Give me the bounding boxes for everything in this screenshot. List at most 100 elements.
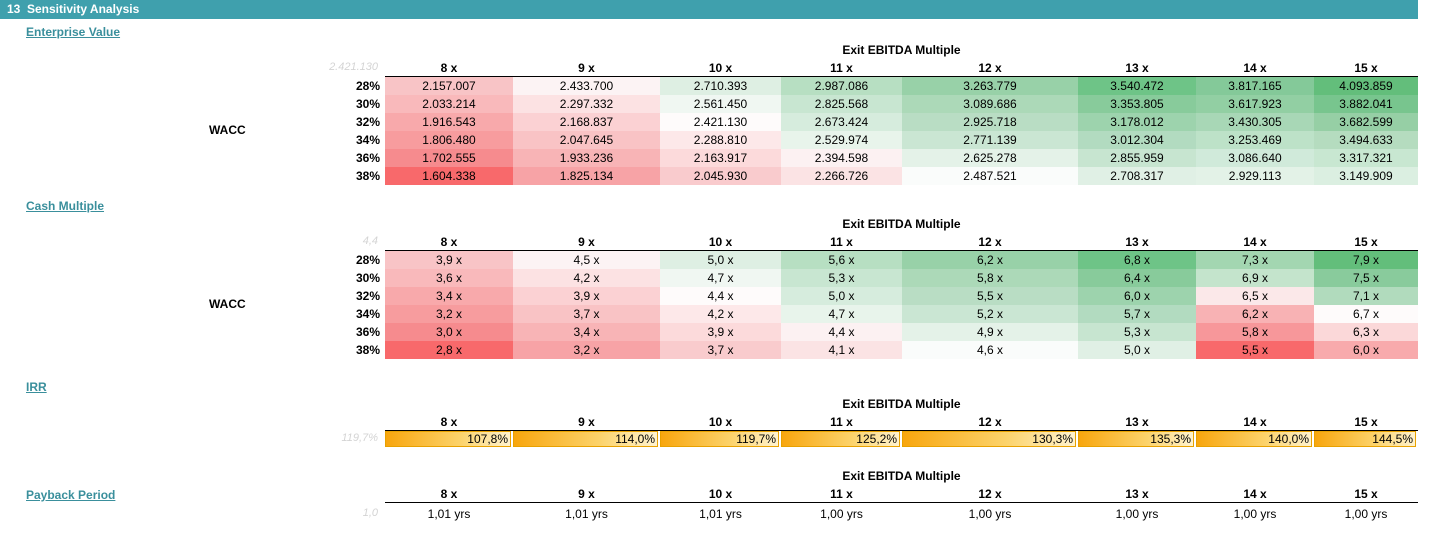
axis-title-exit-ebitda: Exit EBITDA Multiple xyxy=(842,217,961,231)
column-header: 9 x xyxy=(578,235,595,249)
table-cell: 3.012.304 xyxy=(1078,131,1196,149)
irr-value-bar: 140,0% xyxy=(1196,431,1312,447)
table-cell: 4.093.859 xyxy=(1314,77,1418,95)
table-cell: 3.882.041 xyxy=(1314,95,1418,113)
table-cell: 4,7 x xyxy=(660,269,781,287)
table-cell: 6,7 x xyxy=(1314,305,1418,323)
row-label-wacc: 36% xyxy=(355,151,380,165)
row-label-wacc: 38% xyxy=(355,169,380,183)
table-cell: 3.494.633 xyxy=(1314,131,1418,149)
header-divider xyxy=(385,502,1418,503)
enterprise-value-link[interactable]: Enterprise Value xyxy=(26,25,121,39)
table-cell: 1.825.134 xyxy=(513,167,660,185)
table-cell: 2.929.113 xyxy=(1196,167,1314,185)
table-cell: 4,7 x xyxy=(781,305,902,323)
axis-title-exit-ebitda: Exit EBITDA Multiple xyxy=(842,397,961,411)
table-cell: 1.933.236 xyxy=(513,149,660,167)
table-cell: 3,7 x xyxy=(513,305,660,323)
irr-link[interactable]: IRR xyxy=(26,380,47,394)
table-cell: 3.682.599 xyxy=(1314,113,1418,131)
column-header: 11 x xyxy=(830,487,853,501)
table-cell: 2.987.086 xyxy=(781,77,902,95)
table-cell: 6,0 x xyxy=(1314,341,1418,359)
row-label-wacc: 36% xyxy=(355,325,380,339)
table-cell: 2.168.837 xyxy=(513,113,660,131)
column-header: 10 x xyxy=(708,235,733,249)
table-cell: 3,4 x xyxy=(513,323,660,341)
column-header: 15 x xyxy=(1354,487,1378,501)
table-cell: 6,0 x xyxy=(1078,287,1196,305)
column-header: 8 x xyxy=(440,487,458,501)
table-cell: 2,8 x xyxy=(385,341,513,359)
table-cell: 5,3 x xyxy=(781,269,902,287)
column-header: 13 x xyxy=(1125,415,1149,429)
column-header: 12 x xyxy=(978,235,1002,249)
table-cell: 3.317.321 xyxy=(1314,149,1418,167)
table-cell: 3.817.165 xyxy=(1196,77,1314,95)
table-cell: 4,4 x xyxy=(781,323,902,341)
table-cell: 3,9 x xyxy=(385,251,513,269)
table-cell: 2.561.450 xyxy=(660,95,781,113)
table-cell: 5,6 x xyxy=(781,251,902,269)
table-cell: 4,4 x xyxy=(660,287,781,305)
column-header: 9 x xyxy=(578,415,595,429)
corner-value: 2.421.130 xyxy=(329,61,378,73)
row-label-wacc: 30% xyxy=(355,97,380,111)
table-cell: 2.266.726 xyxy=(781,167,902,185)
payback-period-link[interactable]: Payback Period xyxy=(26,488,116,502)
column-header: 8 x xyxy=(440,415,458,429)
table-cell: 3.353.805 xyxy=(1078,95,1196,113)
table-cell: 4,2 x xyxy=(513,269,660,287)
table-cell: 5,8 x xyxy=(1196,323,1314,341)
header-divider xyxy=(385,430,1418,431)
irr-value-bar: 107,8% xyxy=(385,431,511,447)
table-cell: 3,4 x xyxy=(385,287,513,305)
corner-value: 119,7% xyxy=(341,432,379,444)
header-divider xyxy=(385,250,1418,251)
table-cell: 3,2 x xyxy=(513,341,660,359)
table-cell: 3.263.779 xyxy=(902,77,1078,95)
table-cell: 3.540.472 xyxy=(1078,77,1196,95)
table-cell: 3,7 x xyxy=(660,341,781,359)
table-cell: 2.625.278 xyxy=(902,149,1078,167)
table-cell: 5,0 x xyxy=(781,287,902,305)
column-header: 13 x xyxy=(1125,235,1149,249)
table-cell: 4,2 x xyxy=(660,305,781,323)
column-header: 13 x xyxy=(1125,61,1149,75)
wacc-label: WACC xyxy=(209,297,246,311)
table-cell: 7,1 x xyxy=(1314,287,1418,305)
irr-value-bar: 135,3% xyxy=(1078,431,1194,447)
column-header: 14 x xyxy=(1243,487,1267,501)
table-cell: 6,2 x xyxy=(1196,305,1314,323)
axis-title-exit-ebitda: Exit EBITDA Multiple xyxy=(842,43,961,57)
row-label-wacc: 32% xyxy=(355,289,380,303)
table-cell: 6,5 x xyxy=(1196,287,1314,305)
column-header: 12 x xyxy=(978,415,1002,429)
table-cell: 5,5 x xyxy=(902,287,1078,305)
table-cell: 5,0 x xyxy=(1078,341,1196,359)
column-header: 9 x xyxy=(578,487,595,501)
cash-multiple-link[interactable]: Cash Multiple xyxy=(26,199,105,213)
table-cell: 4,1 x xyxy=(781,341,902,359)
table-cell: 3,0 x xyxy=(385,323,513,341)
table-cell: 3,2 x xyxy=(385,305,513,323)
table-cell: 3.253.469 xyxy=(1196,131,1314,149)
table-cell: 5,5 x xyxy=(1196,341,1314,359)
payback-value: 1,00 yrs xyxy=(1115,507,1159,521)
table-cell: 5,7 x xyxy=(1078,305,1196,323)
irr-value-bar: 130,3% xyxy=(902,431,1076,447)
table-cell: 6,2 x xyxy=(902,251,1078,269)
column-header: 15 x xyxy=(1354,235,1378,249)
table-cell: 3.617.923 xyxy=(1196,95,1314,113)
section-header: 13 Sensitivity Analysis xyxy=(0,0,1418,19)
column-header: 11 x xyxy=(830,61,853,75)
column-header: 12 x xyxy=(978,487,1002,501)
irr-value-bar: 125,2% xyxy=(781,431,900,447)
table-cell: 1.806.480 xyxy=(385,131,513,149)
table-cell: 1.702.555 xyxy=(385,149,513,167)
row-label-wacc: 28% xyxy=(355,79,380,93)
table-cell: 2.855.959 xyxy=(1078,149,1196,167)
table-cell: 2.433.700 xyxy=(513,77,660,95)
table-cell: 2.710.393 xyxy=(660,77,781,95)
row-label-wacc: 32% xyxy=(355,115,380,129)
